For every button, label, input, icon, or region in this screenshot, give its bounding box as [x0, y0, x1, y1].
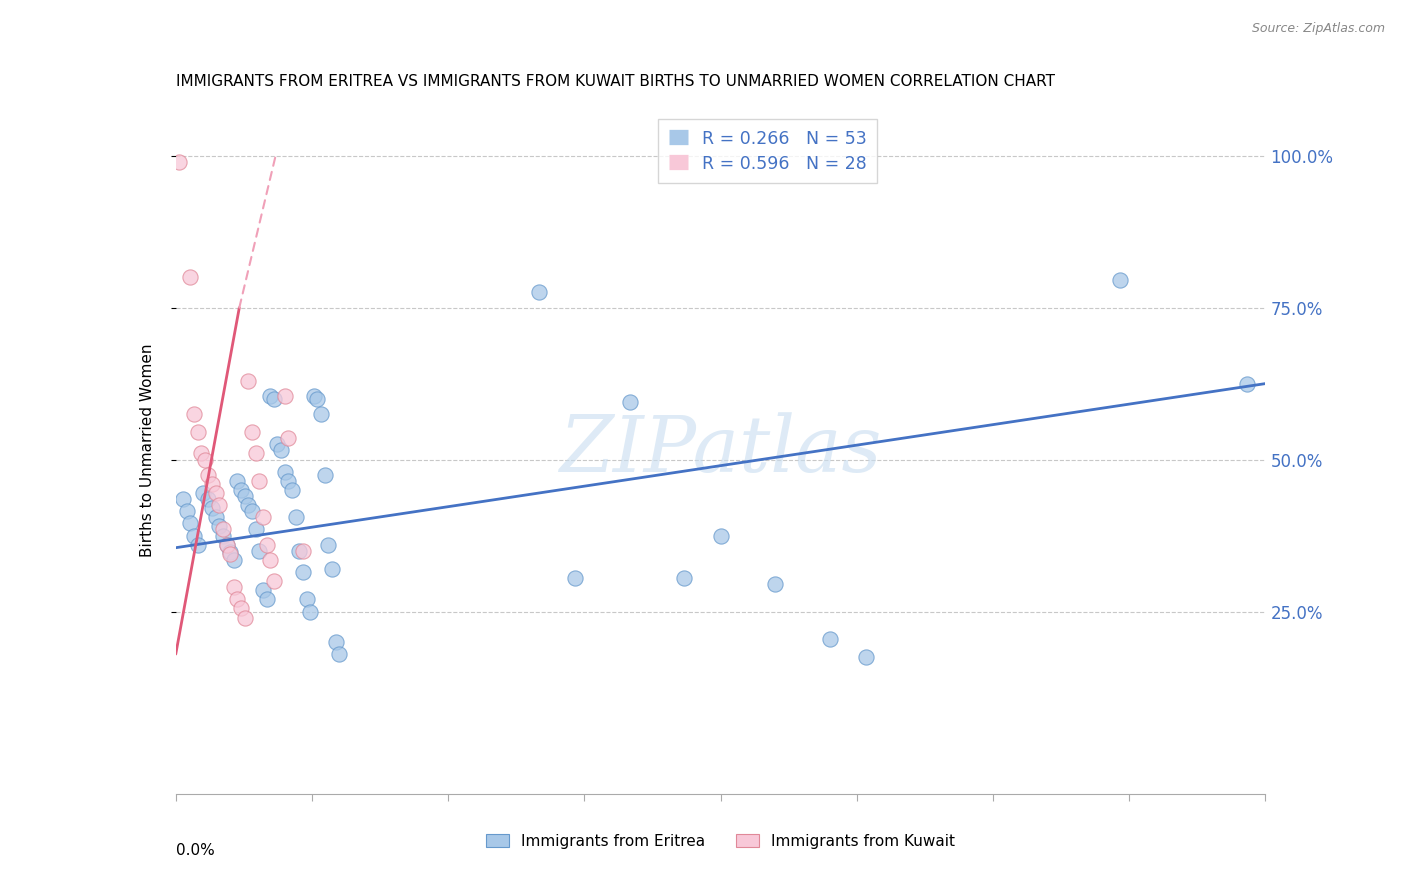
Point	[186, 425, 209, 440]
Point	[201, 501, 224, 516]
Point	[266, 437, 288, 451]
Point	[245, 446, 267, 460]
Point	[201, 476, 224, 491]
Point	[277, 474, 299, 488]
Point	[307, 392, 329, 406]
Point	[222, 580, 245, 594]
Point	[291, 543, 314, 558]
Text: Source: ZipAtlas.com: Source: ZipAtlas.com	[1251, 22, 1385, 36]
Point	[673, 571, 696, 585]
Point	[245, 523, 267, 537]
Point	[219, 547, 242, 561]
Point	[238, 374, 260, 388]
Point	[325, 635, 347, 649]
Point	[169, 154, 191, 169]
Point	[318, 538, 340, 552]
Point	[818, 632, 841, 646]
Point	[172, 492, 194, 507]
Point	[263, 392, 285, 406]
Legend: R = 0.266   N = 53, R = 0.596   N = 28: R = 0.266 N = 53, R = 0.596 N = 28	[658, 120, 877, 184]
Point	[215, 538, 238, 552]
Point	[176, 504, 198, 518]
Point	[233, 610, 256, 624]
Point	[299, 605, 322, 619]
Point	[197, 467, 219, 482]
Point	[321, 562, 343, 576]
Point	[179, 516, 201, 531]
Point	[208, 519, 231, 533]
Point	[191, 486, 214, 500]
Text: ZIPatlas: ZIPatlas	[560, 412, 882, 489]
Point	[204, 486, 226, 500]
Point	[274, 465, 297, 479]
Point	[222, 553, 245, 567]
Point	[183, 407, 205, 421]
Point	[240, 504, 263, 518]
Point	[291, 565, 314, 579]
Point	[281, 483, 304, 497]
Point	[270, 443, 292, 458]
Point	[274, 389, 297, 403]
Point	[231, 483, 253, 497]
Point	[247, 543, 270, 558]
Point	[1109, 273, 1132, 287]
Point	[263, 574, 285, 589]
Point	[233, 489, 256, 503]
Point	[302, 389, 325, 403]
Point	[256, 538, 278, 552]
Point	[855, 650, 877, 665]
Point	[219, 545, 242, 559]
Point	[309, 407, 332, 421]
Point	[212, 528, 235, 542]
Text: IMMIGRANTS FROM ERITREA VS IMMIGRANTS FROM KUWAIT BIRTHS TO UNMARRIED WOMEN CORR: IMMIGRANTS FROM ERITREA VS IMMIGRANTS FR…	[176, 74, 1054, 89]
Point	[252, 583, 274, 598]
Point	[226, 474, 249, 488]
Point	[288, 543, 311, 558]
Point	[183, 528, 205, 542]
Point	[204, 510, 226, 524]
Point	[277, 431, 299, 445]
Point	[619, 394, 641, 409]
Point	[1236, 376, 1258, 391]
Text: 0.0%: 0.0%	[176, 843, 215, 858]
Point	[710, 528, 733, 542]
Point	[247, 474, 270, 488]
Point	[763, 577, 786, 591]
Point	[194, 452, 217, 467]
Point	[328, 647, 350, 661]
Point	[284, 510, 307, 524]
Point	[259, 389, 281, 403]
Point	[226, 592, 249, 607]
Point	[564, 571, 586, 585]
Point	[208, 498, 231, 512]
Point	[212, 523, 235, 537]
Point	[231, 601, 253, 615]
Point	[179, 270, 201, 285]
Point	[215, 538, 238, 552]
Point	[190, 446, 212, 460]
Point	[197, 492, 219, 507]
Y-axis label: Births to Unmarried Women: Births to Unmarried Women	[141, 343, 155, 558]
Point	[252, 510, 274, 524]
Point	[295, 592, 318, 607]
Point	[527, 285, 550, 300]
Point	[314, 467, 336, 482]
Point	[240, 425, 263, 440]
Point	[238, 498, 260, 512]
Point	[259, 553, 281, 567]
Point	[256, 592, 278, 607]
Point	[186, 538, 209, 552]
